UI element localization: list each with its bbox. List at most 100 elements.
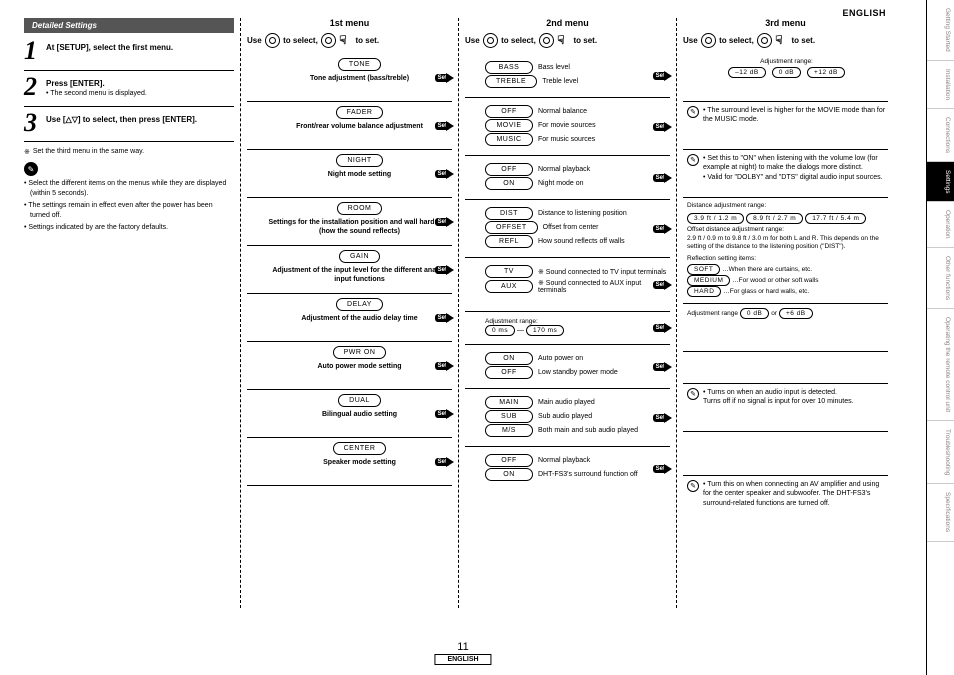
arrow-icon — [664, 71, 672, 81]
hand-icon: ☟ — [775, 33, 789, 49]
step-sub-text: The second menu is displayed. — [50, 90, 147, 97]
range-label: Adjustment range — [687, 310, 738, 317]
arrow-icon — [446, 169, 454, 179]
range-pill: –12 dB — [728, 67, 766, 78]
option-row: ON DHT-FS3's surround function off — [485, 468, 670, 481]
side-tab[interactable]: Settings — [927, 162, 954, 203]
menu-desc: Adjustment of the input level for the di… — [267, 266, 452, 284]
option-row: ONNight mode on — [485, 177, 670, 190]
menu-desc: Auto power mode setting — [267, 362, 452, 371]
option-row: MUSICFor music sources — [485, 133, 670, 146]
option-row: REFLHow sound reflects off walls — [485, 235, 670, 248]
option-row: DISTDistance to listening position — [485, 207, 670, 220]
arrow-icon — [446, 73, 454, 83]
option-pill: DIST — [485, 207, 533, 220]
refl-pill: HARD — [687, 286, 721, 297]
option-row: SUBSub audio played — [485, 410, 670, 423]
range-pill: 0 ms — [485, 325, 515, 336]
option-pill: OFF — [485, 366, 533, 379]
knob-icon — [701, 33, 716, 48]
use-instruction: Use to select, ☟ to set. — [465, 32, 670, 50]
option-row: MAINMain audio played — [485, 396, 670, 409]
side-tab[interactable]: Installation — [927, 61, 954, 109]
pwron-note: ✎ • Turns on when an audio input is dete… — [683, 384, 888, 432]
range-text: 2.9 ft / 0.9 m to 9.8 ft / 3.0 m for bot… — [687, 235, 886, 253]
menu-pill: FADER — [336, 106, 384, 119]
range-label: Adjustment range: — [687, 58, 886, 67]
use-instruction: Use to select, ☟ to set. — [683, 32, 888, 50]
note-item: The settings remain in effect even after… — [24, 201, 234, 220]
side-tab[interactable]: Operating the remote control unit — [927, 309, 954, 421]
menu2-item: TV※ Sound connected to TV input terminal… — [465, 258, 670, 312]
first-menu-column: 1st menu Use to select, ☟ to set. TONE T… — [240, 18, 458, 608]
step-text: Press [ENTER]. • The second menu is disp… — [46, 77, 234, 97]
pen-icon: ✎ — [24, 162, 38, 176]
page: ENGLISH Detailed Settings 1 At [SETUP], … — [0, 0, 954, 675]
menu2-item: OFFNormal playbackONNight mode onSet — [465, 156, 670, 200]
side-tab[interactable]: Operation — [927, 202, 954, 248]
option-row: OFFLow standby power mode — [485, 366, 670, 379]
side-tab[interactable]: Getting Started — [927, 0, 954, 61]
menu2-item: BASSBass levelTREBLETreble levelSet — [465, 54, 670, 98]
note-item: Select the different items on the menus … — [24, 179, 234, 198]
center-note: ✎ • Turn this on when connecting an AV a… — [683, 476, 888, 524]
option-row: OFFNormal playback — [485, 163, 670, 176]
range-pill: +12 dB — [807, 67, 845, 78]
note-item: Settings indicated by are the factory de… — [24, 223, 234, 232]
dual-blank — [683, 432, 888, 476]
range-pill: 0 dB — [772, 67, 801, 78]
menu2-item: MAINMain audio playedSUBSub audio played… — [465, 389, 670, 447]
menu2-item: OFFNormal playbackONDHT-FS3's surround f… — [465, 447, 670, 490]
refl-item: HARD …For glass or hard walls, etc. — [687, 286, 886, 297]
refl-text: …When there are curtains, etc. — [722, 266, 812, 273]
menu-pill: GAIN — [339, 250, 380, 263]
note-text: Set the third menu in the same way. — [33, 148, 144, 156]
note-text: Set this to "ON" when listening with the… — [703, 155, 878, 171]
side-navigation: Getting StartedInstallationConnectionsSe… — [926, 0, 954, 675]
option-pill: OFFSET — [485, 221, 538, 234]
arrow-icon — [446, 265, 454, 275]
use-instruction: Use to select, ☟ to set. — [247, 32, 452, 50]
knob-icon — [321, 33, 336, 48]
menu1-item: GAIN Adjustment of the input level for t… — [247, 246, 452, 294]
menu-pill: DELAY — [336, 298, 383, 311]
option-row: TREBLETreble level — [485, 75, 670, 88]
menu-desc: Night mode setting — [267, 170, 452, 179]
option-text: DHT-FS3's surround function off — [538, 471, 638, 478]
side-tab[interactable]: Specifications — [927, 484, 954, 541]
step-1: 1 At [SETUP], select the first menu. — [24, 41, 234, 62]
menu-pill: DUAL — [338, 394, 381, 407]
step-number: 3 — [24, 113, 46, 134]
side-tab[interactable]: Other functions — [927, 248, 954, 309]
knob-icon — [483, 33, 498, 48]
content-columns: Detailed Settings 1 At [SETUP], select t… — [24, 18, 916, 608]
menu1-item: DELAY Adjustment of the audio delay time… — [247, 294, 452, 342]
menu-pill: NIGHT — [336, 154, 382, 167]
side-tab[interactable]: Troubleshooting — [927, 421, 954, 484]
step-text: Use [△▽] to select, then press [ENTER]. — [46, 113, 234, 124]
menu-desc: Settings for the installation position a… — [267, 218, 452, 236]
option-pill: BASS — [485, 61, 533, 74]
option-pill: MUSIC — [485, 133, 533, 146]
arrow-icon — [446, 121, 454, 131]
option-pill: ON — [485, 468, 533, 481]
language-label: ENGLISH — [842, 8, 886, 18]
knob-icon — [757, 33, 772, 48]
detailed-settings-column: Detailed Settings 1 At [SETUP], select t… — [24, 18, 240, 608]
footer-language: ENGLISH — [434, 654, 491, 665]
option-pill: AUX — [485, 280, 533, 293]
option-text: ※ Sound connected to TV input terminals — [538, 268, 666, 276]
arrow-icon — [664, 173, 672, 183]
refl-pill: SOFT — [687, 264, 720, 275]
side-tab[interactable]: Connections — [927, 109, 954, 162]
menu-desc: Speaker mode setting — [267, 458, 452, 467]
refl-text: …For glass or hard walls, etc. — [723, 288, 809, 295]
arrow-icon — [664, 122, 672, 132]
step-sub: • The second menu is displayed. — [46, 90, 234, 97]
option-row: TV※ Sound connected to TV input terminal… — [485, 265, 670, 278]
knob-icon — [265, 33, 280, 48]
refl-text: …For wood or other soft walls — [732, 277, 818, 284]
arrow-icon — [446, 313, 454, 323]
gain-range: Adjustment range 0 dB or +6 dB — [683, 304, 888, 352]
arrow-icon — [446, 409, 454, 419]
